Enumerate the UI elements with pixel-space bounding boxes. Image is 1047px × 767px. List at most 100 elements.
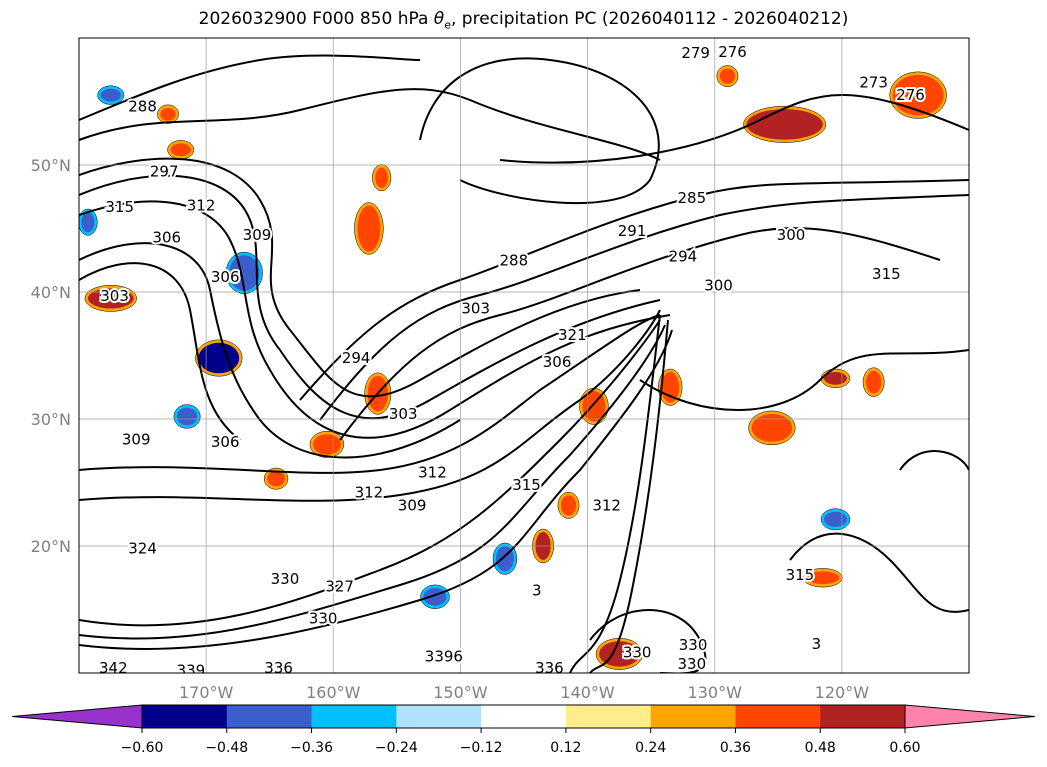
- colorbar-segment: [650, 705, 736, 728]
- contour-label: 276: [718, 43, 747, 61]
- contour-line: [79, 309, 661, 502]
- contour-label: 309: [122, 430, 151, 448]
- contour-label: 315: [872, 265, 901, 283]
- colorbar-segment: [226, 705, 313, 728]
- colorbar-segment: [481, 705, 567, 728]
- contour-label: 312: [592, 496, 621, 514]
- contour-line: [79, 88, 661, 161]
- lat-tick-label: 40°N: [31, 283, 71, 302]
- contour-label: 342: [99, 659, 128, 677]
- colorbar-segment: [735, 705, 821, 728]
- precip-blob: [81, 211, 95, 233]
- contour-label: 288: [128, 98, 157, 116]
- contour-label: 297: [150, 162, 179, 180]
- lon-tick-label: 130°W: [688, 683, 743, 702]
- colorbar-extend-max: [904, 704, 1036, 729]
- contour-line: [79, 200, 671, 439]
- contour-label: 303: [461, 300, 490, 318]
- contour-label: 285: [678, 189, 707, 207]
- map-frame: [78, 37, 970, 674]
- contour-label: 294: [669, 247, 698, 265]
- lat-tick-label: 20°N: [31, 537, 71, 556]
- precip-blob: [806, 571, 840, 585]
- precip-blob: [170, 143, 191, 157]
- title-subscript: e: [444, 18, 451, 32]
- precipitation-fill-layer: [79, 65, 947, 670]
- colorbar-extend-min: [11, 704, 143, 729]
- contour-label: 306: [152, 228, 181, 246]
- contour-line: [79, 174, 661, 420]
- lon-tick-label: 140°W: [560, 683, 615, 702]
- precip-blob: [198, 342, 240, 374]
- contour-label: 330: [309, 609, 338, 627]
- colorbar-segment: [311, 705, 397, 728]
- contour-label: 273: [859, 73, 888, 91]
- contour-line: [639, 349, 969, 411]
- contour-label: 336: [264, 659, 293, 677]
- contour-label: 339: [177, 661, 206, 679]
- precip-blob: [751, 413, 793, 442]
- colorbar-tick-label: 0.36: [720, 740, 751, 756]
- contour-label: 315: [786, 566, 815, 584]
- colorbar-tick-label: 0.12: [550, 740, 581, 756]
- contour-line: [79, 262, 241, 441]
- contour-line: [79, 314, 661, 474]
- contour-label: 306: [211, 268, 240, 286]
- theta-e-contours: [79, 54, 969, 673]
- lat-tick-label: 50°N: [31, 156, 71, 175]
- contour-label: 330: [271, 570, 300, 588]
- colorbar-segment: [565, 705, 652, 728]
- contour-line: [79, 319, 661, 627]
- precip-blob: [824, 511, 847, 527]
- contour-label: 291: [618, 222, 647, 240]
- lon-tick-label: 170°W: [179, 683, 234, 702]
- contour-line: [79, 54, 421, 121]
- contour-label: 312: [355, 484, 384, 502]
- contour-label: 312: [187, 197, 216, 215]
- contour-label: 294: [342, 349, 371, 367]
- precip-blob: [866, 370, 882, 394]
- precip-blob: [824, 372, 847, 385]
- colorbar-tick-label: 0.24: [635, 740, 666, 756]
- contour-label: 306: [543, 353, 572, 371]
- colorbar-tick-label: 0.60: [889, 740, 920, 756]
- colorbar-tick-label: −0.36: [290, 740, 333, 756]
- precip-blob: [100, 88, 121, 102]
- contour-line: [569, 314, 661, 673]
- contour-label: 336: [535, 659, 564, 677]
- contour-line: [319, 194, 969, 421]
- contour-label: 330: [679, 636, 708, 654]
- contour-line: [339, 227, 941, 441]
- title-suffix: , precipitation PC (2026040112 - 2026040…: [450, 9, 849, 29]
- contour-label: 300: [777, 226, 806, 244]
- colorbar-tick-label: −0.48: [205, 740, 248, 756]
- contour-label: 303: [389, 405, 418, 423]
- map-title: 2026032900 F000 850 hPa θe, precipitatio…: [0, 9, 1047, 31]
- title-theta-symbol: θ: [433, 9, 445, 29]
- contour-label: 288: [500, 251, 529, 269]
- precip-blob: [719, 68, 736, 84]
- lon-tick-label: 150°W: [433, 683, 488, 702]
- contour-label: 276: [896, 86, 925, 104]
- colorbar-frame: [141, 704, 906, 729]
- contour-line: [79, 324, 666, 640]
- precip-blob: [87, 288, 134, 309]
- contour-label: 324: [128, 540, 157, 558]
- contour-line: [419, 57, 660, 205]
- contour-line: [789, 532, 969, 613]
- colorbar-tick-label: −0.24: [375, 740, 418, 756]
- contour-label: 3396: [425, 647, 463, 665]
- contour-label: 312: [418, 463, 447, 481]
- contour-line: [79, 329, 673, 650]
- precip-blob: [267, 471, 285, 487]
- contour-line: [79, 157, 641, 398]
- colorbar-tick-label: −0.60: [121, 740, 164, 756]
- contour-label: 303: [100, 287, 129, 305]
- contour-label: 279: [681, 44, 710, 62]
- precip-blob: [375, 167, 388, 188]
- title-prefix: 2026032900 F000 850 hPa: [198, 9, 434, 29]
- contour-label: 315: [512, 476, 541, 494]
- contour-line: [589, 609, 707, 673]
- contour-label: 306: [211, 433, 240, 451]
